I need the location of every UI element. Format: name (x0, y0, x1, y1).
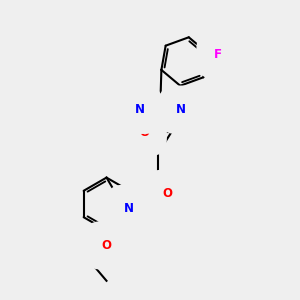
Text: N: N (135, 103, 145, 116)
Text: O: O (139, 125, 149, 139)
Text: H: H (115, 205, 124, 215)
Text: F: F (214, 48, 222, 61)
Text: N: N (124, 202, 134, 215)
Text: N: N (176, 103, 186, 116)
Text: O: O (101, 239, 112, 252)
Text: O: O (163, 187, 172, 200)
